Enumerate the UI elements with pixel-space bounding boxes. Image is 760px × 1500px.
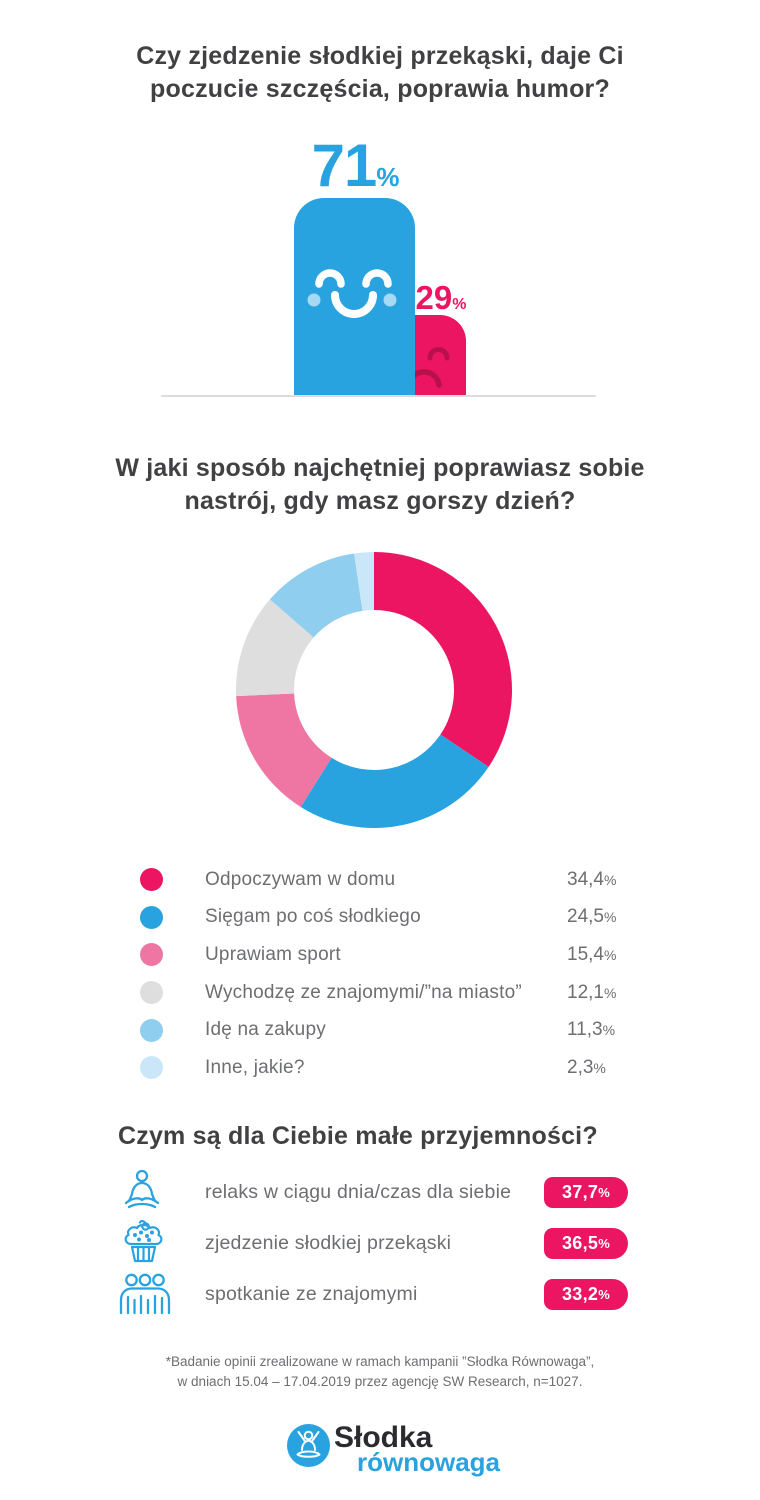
legend-item: Idę na zakupy 11,3% bbox=[140, 1011, 630, 1049]
question2-title: W jaki sposób najchętniej poprawiasz sob… bbox=[115, 454, 645, 515]
question1-title: Czy zjedzenie słodkiej przekąski, daje C… bbox=[136, 42, 624, 103]
legend-label: Idę na zakupy bbox=[205, 1019, 326, 1041]
legend-item: Inne, jakie? 2,3% bbox=[140, 1049, 630, 1087]
donut-chart bbox=[234, 550, 514, 830]
legend-label: Uprawiam sport bbox=[205, 943, 341, 965]
pleasure-row: relaks w ciągu dnia/czas dla siebie 37,7… bbox=[118, 1169, 628, 1215]
question3-title: Czym są dla Ciebie małe przyjemności? bbox=[118, 1122, 598, 1150]
legend-dot bbox=[140, 1018, 163, 1042]
legend-dot bbox=[140, 943, 163, 967]
pleasures-list: relaks w ciągu dnia/czas dla siebie 37,7… bbox=[118, 1169, 628, 1323]
donut-slice bbox=[354, 552, 374, 611]
happy-bar bbox=[294, 198, 415, 396]
people-group-icon bbox=[118, 1271, 174, 1317]
pleasure-value-badge: 36,5% bbox=[544, 1227, 628, 1259]
sad-bar bbox=[415, 315, 466, 396]
legend-label: Inne, jakie? bbox=[205, 1056, 305, 1078]
legend-item: Odpoczywam w domu 34,4% bbox=[140, 861, 630, 899]
happy-bar-value-label: 71% bbox=[311, 132, 400, 199]
sad-face-icon bbox=[415, 347, 450, 388]
donut-slice bbox=[235, 599, 314, 697]
legend-value: 2,3% bbox=[567, 1056, 606, 1078]
pleasure-row: spotkanie ze znajomymi 33,2% bbox=[118, 1272, 628, 1316]
meditating-person-icon bbox=[296, 1430, 321, 1458]
legend-value: 15,4% bbox=[567, 943, 617, 965]
legend-dot bbox=[140, 905, 163, 929]
donut-slice bbox=[374, 552, 512, 767]
legend-value: 11,3% bbox=[567, 1019, 616, 1041]
logo-text-bottom: równowaga bbox=[357, 1447, 501, 1477]
sad-bar-value-label: 29% bbox=[415, 279, 467, 316]
legend-value: 34,4% bbox=[567, 868, 617, 890]
footnote-line2: w dniach 15.04 – 17.04.2019 przez agencj… bbox=[177, 1373, 583, 1389]
legend-label: Odpoczywam w domu bbox=[205, 868, 396, 890]
survey-footnote: *Badanie opinii zrealizowane w ramach ka… bbox=[120, 1352, 640, 1391]
pleasure-row: zjedzenie słodkiej przekąski 36,5% bbox=[118, 1220, 628, 1266]
donut-slice bbox=[269, 553, 363, 638]
pleasure-value-badge: 33,2% bbox=[544, 1278, 628, 1310]
happy-face-icon bbox=[307, 269, 397, 318]
legend-value: 24,5% bbox=[567, 906, 617, 928]
legend-label: Wychodzę ze znajomymi/”na miasto” bbox=[205, 981, 522, 1003]
pleasure-label: spotkanie ze znajomymi bbox=[205, 1282, 418, 1305]
legend-item: Sięgam po coś słodkiego 24,5% bbox=[140, 899, 630, 937]
q1-bar-chart: 71% 29% bbox=[0, 131, 760, 397]
pleasure-label: relaks w ciągu dnia/czas dla siebie bbox=[205, 1180, 512, 1203]
footnote-line1: *Badanie opinii zrealizowane w ramach ka… bbox=[165, 1354, 595, 1369]
legend-label: Sięgam po coś słodkiego bbox=[205, 906, 421, 928]
legend-item: Wychodzę ze znajomymi/”na miasto” 12,1% bbox=[140, 974, 630, 1012]
brand-logo: Słodka równowaga bbox=[287, 1421, 507, 1477]
legend-dot bbox=[140, 868, 163, 892]
donut-slice bbox=[236, 693, 332, 807]
donut-legend: Odpoczywam w domu 34,4% Sięgam po coś sł… bbox=[140, 861, 630, 1087]
pleasure-value-badge: 37,7% bbox=[544, 1176, 628, 1208]
logo-circle-icon bbox=[287, 1424, 330, 1467]
logo-text-top: Słodka bbox=[334, 1421, 433, 1454]
pleasure-label: zjedzenie słodkiej przekąski bbox=[205, 1231, 452, 1254]
legend-value: 12,1% bbox=[567, 981, 617, 1003]
bar-chart-baseline bbox=[161, 395, 596, 397]
legend-dot bbox=[140, 1056, 163, 1080]
legend-item: Uprawiam sport 15,4% bbox=[140, 936, 630, 974]
donut-slice bbox=[300, 734, 489, 828]
legend-dot bbox=[140, 981, 163, 1005]
yoga-person-icon bbox=[118, 1169, 174, 1215]
cupcake-icon bbox=[118, 1220, 174, 1266]
